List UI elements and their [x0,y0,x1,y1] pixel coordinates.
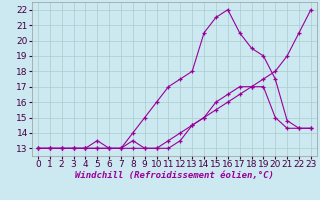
X-axis label: Windchill (Refroidissement éolien,°C): Windchill (Refroidissement éolien,°C) [75,171,274,180]
